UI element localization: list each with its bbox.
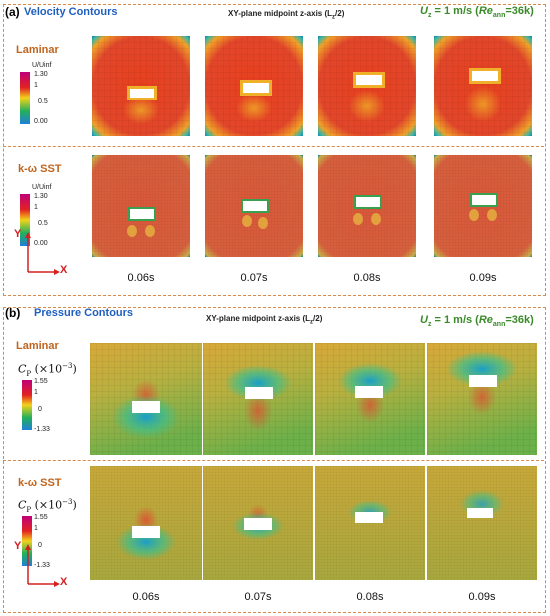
pressure-sst-0.08s [315, 466, 425, 580]
colorbar-gradient [22, 380, 32, 430]
tick-one: 1 [34, 389, 38, 396]
sst-label-a: k-ω SST [18, 163, 62, 175]
axis-x-label-a: X [60, 264, 68, 276]
time-label: 0.07s [244, 591, 272, 603]
velocity-sst-0.08s [318, 155, 416, 257]
axis-y-label-b: Y [14, 540, 22, 552]
panel-a-velocity-label: Uz = 1 m/s (Reann=36k) [420, 5, 534, 20]
colorbar-title: CP (×10−3) [18, 362, 77, 378]
velocity-colorbar-sst: U/Uinf 1.30 1 0.5 0.00 [14, 184, 64, 254]
panel-b-label: (b) [5, 306, 21, 320]
tick-max: 1.30 [34, 193, 48, 200]
pressure-laminar-0.07s [203, 343, 313, 455]
pressure-sst-0.06s [90, 466, 202, 580]
panel-a-row-divider [3, 146, 544, 147]
time-label: 0.08s [356, 591, 384, 603]
pressure-laminar-0.06s [90, 343, 202, 455]
axis-x-label-b: X [60, 576, 68, 588]
colorbar-gradient [20, 194, 30, 246]
tick-zero: 0 [38, 542, 42, 549]
velocity-panel [3, 4, 546, 296]
panel-a-label: (a) [5, 5, 20, 19]
velocity-laminar-0.09s [434, 36, 532, 136]
time-label: 0.06s [127, 272, 155, 284]
panel-b-velocity-label: Uz = 1 m/s (Reann=36k) [420, 314, 534, 329]
colorbar-title: CP (×10−3) [18, 498, 77, 514]
colorbar-gradient [22, 516, 32, 566]
axis-triad-b [25, 544, 60, 587]
velocity-laminar-0.07s [205, 36, 303, 136]
pressure-sst-0.07s [203, 466, 313, 580]
panel-a-midpoint-label: XY-plane midpoint z-axis (Lz/2) [228, 9, 345, 21]
tick-min: -1.33 [34, 426, 50, 433]
tick-half: 0.5 [38, 98, 48, 105]
tick-min: 0.00 [34, 240, 48, 247]
time-label: 0.08s [353, 272, 381, 284]
velocity-laminar-0.06s [92, 36, 190, 136]
pressure-colorbar-sst: CP (×10−3) 1.55 1 0 -1.33 [14, 498, 90, 578]
tick-min: -1.33 [34, 562, 50, 569]
axis-triad-a [25, 232, 60, 275]
tick-min: 0.00 [34, 118, 48, 125]
pressure-laminar-0.09s [427, 343, 537, 455]
tick-max: 1.55 [34, 378, 48, 385]
sst-label-b: k-ω SST [18, 477, 62, 489]
laminar-label-b: Laminar [16, 340, 59, 352]
pressure-laminar-0.08s [315, 343, 425, 455]
time-label: 0.09s [469, 272, 497, 284]
tick-one: 1 [34, 204, 38, 211]
pressure-colorbar-laminar: CP (×10−3) 1.55 1 0 -1.33 [14, 362, 90, 442]
tick-half: 0.5 [38, 220, 48, 227]
time-label: 0.09s [468, 591, 496, 603]
time-label: 0.06s [132, 591, 160, 603]
colorbar-title: U/Uinf [32, 62, 52, 69]
pressure-sst-0.09s [427, 466, 537, 580]
panel-a-title: Velocity Contours [24, 6, 118, 18]
panel-b-title: Pressure Contours [34, 307, 134, 319]
velocity-sst-0.06s [92, 155, 190, 257]
tick-max: 1.55 [34, 514, 48, 521]
axis-y-label-a: Y [14, 228, 22, 240]
tick-max: 1.30 [34, 71, 48, 78]
velocity-sst-0.09s [434, 155, 532, 257]
tick-one: 1 [34, 525, 38, 532]
velocity-laminar-0.08s [318, 36, 416, 136]
velocity-sst-0.07s [205, 155, 303, 257]
colorbar-title: U/Uinf [32, 184, 52, 191]
velocity-colorbar-laminar: U/Uinf 1.30 1 0.5 0.00 [14, 62, 64, 132]
laminar-label-a: Laminar [16, 44, 59, 56]
tick-zero: 0 [38, 406, 42, 413]
colorbar-gradient [20, 72, 30, 124]
time-label: 0.07s [240, 272, 268, 284]
panel-b-midpoint-label: XY-plane midpoint z-axis (Lz/2) [206, 314, 323, 326]
tick-one: 1 [34, 82, 38, 89]
panel-b-row-divider [3, 460, 544, 461]
